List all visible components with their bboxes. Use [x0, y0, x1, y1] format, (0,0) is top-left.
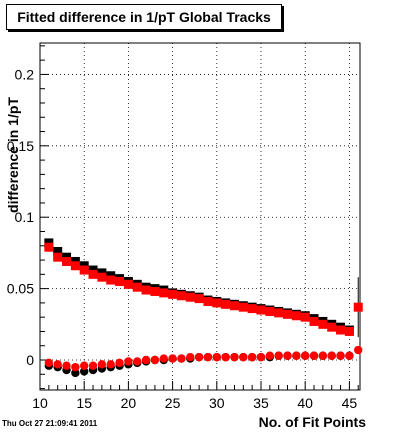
data-point: [203, 352, 213, 362]
data-point: [106, 360, 115, 369]
x-tick-label: 30: [209, 395, 225, 411]
data-point: [141, 355, 151, 365]
data-point: [62, 361, 71, 370]
data-point: [318, 319, 328, 329]
data-point: [256, 352, 266, 362]
data-point: [44, 358, 54, 368]
timestamp: Thu Oct 27 21:09:41 2011: [2, 419, 98, 428]
data-point: [291, 311, 301, 321]
data-point: [212, 352, 221, 362]
data-point: [150, 355, 160, 365]
data-point: [168, 354, 177, 363]
plot-frame: [39, 42, 361, 391]
data-point: [150, 286, 160, 296]
x-tick-label: 35: [253, 395, 269, 411]
x-tick-label: 40: [297, 395, 313, 411]
data-point: [300, 351, 310, 360]
data-point: [124, 357, 133, 366]
data-point: [159, 354, 168, 363]
data-point: [115, 276, 125, 286]
data-point: [88, 361, 98, 370]
data-point: [53, 246, 63, 256]
chart-title-box: Fitted difference in 1/pT Global Tracks: [6, 4, 282, 30]
data-point: [265, 306, 275, 316]
series-3: [44, 345, 363, 372]
data-point: [168, 289, 178, 299]
data-point: [354, 345, 363, 355]
data-point: [132, 282, 142, 292]
data-point: [353, 302, 363, 312]
data-point: [203, 296, 213, 306]
data-point: [256, 305, 266, 315]
data-point: [70, 261, 80, 271]
data-point: [336, 351, 345, 360]
data-point: [230, 352, 239, 362]
data-point: [336, 325, 346, 335]
data-point: [194, 294, 204, 304]
chart-title: Fitted difference in 1/pT Global Tracks: [17, 9, 271, 25]
data-point: [309, 316, 319, 326]
data-point: [318, 351, 328, 360]
x-tick-label: 15: [76, 395, 92, 411]
data-point: [283, 309, 293, 319]
data-point: [79, 265, 89, 275]
data-point: [185, 292, 195, 302]
data-point: [309, 351, 319, 360]
y-tick-label: 0: [26, 352, 34, 368]
data-point: [283, 351, 292, 360]
y-tick-label: 0.2: [15, 66, 35, 82]
data-point: [327, 351, 336, 360]
data-point: [133, 357, 142, 366]
data-point: [123, 279, 133, 289]
data-point: [327, 322, 337, 332]
data-point: [176, 291, 186, 301]
data-point: [221, 352, 230, 362]
data-point: [115, 358, 124, 368]
data-point: [44, 242, 54, 252]
y-tick-label: 0.05: [7, 281, 34, 297]
data-point: [300, 312, 310, 322]
data-point: [106, 275, 116, 285]
data-point: [345, 351, 354, 360]
data-point: [79, 361, 89, 370]
data-point: [53, 360, 62, 369]
x-tick-label: 20: [121, 395, 137, 411]
data-point: [247, 352, 257, 362]
data-point: [274, 351, 283, 360]
data-point: [274, 308, 284, 318]
data-point: [141, 285, 151, 295]
y-tick-label: 0.15: [7, 138, 34, 154]
data-point: [239, 352, 248, 362]
x-tick-label: 45: [342, 395, 358, 411]
data-point: [88, 269, 98, 279]
series-1: [44, 242, 363, 338]
data-point: [292, 351, 301, 360]
data-point: [194, 352, 204, 362]
y-tick-label: 0.1: [15, 209, 35, 225]
data-point: [265, 351, 275, 360]
data-point: [344, 326, 354, 336]
data-point: [212, 298, 222, 308]
data-point: [159, 288, 169, 298]
data-point: [238, 302, 248, 312]
x-axis-label: No. of Fit Points: [259, 414, 367, 430]
data-point: [97, 360, 107, 369]
data-point: [62, 256, 72, 266]
data-point: [53, 252, 63, 262]
data-point: [229, 301, 239, 311]
x-tick-label: 10: [32, 395, 48, 411]
plot-area: [40, 43, 360, 390]
data-point: [97, 272, 107, 282]
data-point: [71, 362, 80, 372]
data-point: [247, 304, 257, 314]
y-axis-label: difference in 1/pT: [5, 97, 21, 213]
data-point: [221, 299, 231, 309]
x-tick-label: 25: [165, 395, 181, 411]
data-point: [186, 352, 195, 362]
data-point: [177, 354, 186, 363]
